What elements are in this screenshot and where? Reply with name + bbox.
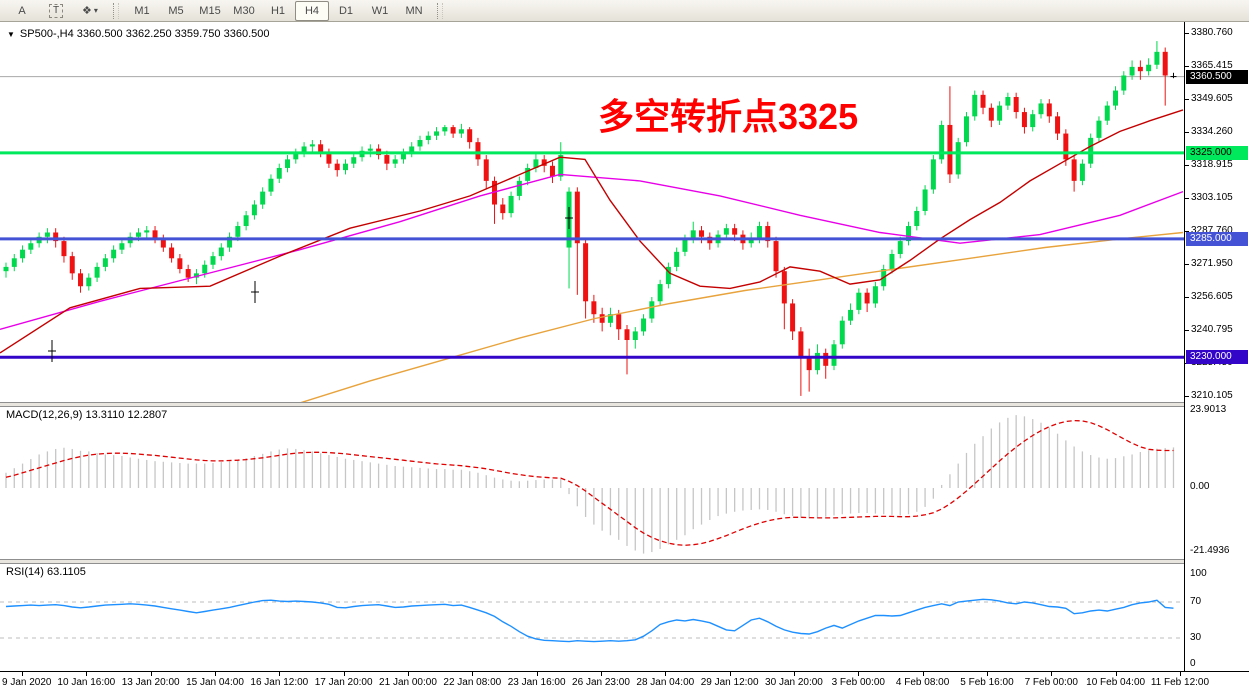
price-tick-mark bbox=[1185, 132, 1189, 133]
price-tick-label: 3271.950 bbox=[1191, 258, 1233, 269]
price-tick-mark bbox=[1185, 264, 1189, 265]
time-tick-mark bbox=[1115, 672, 1117, 676]
price-tick-label: 3210.105 bbox=[1191, 390, 1233, 401]
time-tick-label: 10 Feb 04:00 bbox=[1086, 677, 1146, 688]
price-tick-mark bbox=[1185, 66, 1189, 67]
time-tick-label: 29 Jan 12:00 bbox=[700, 677, 759, 688]
macd-scale-max: 23.9013 bbox=[1190, 404, 1227, 415]
time-tick-mark bbox=[407, 672, 409, 676]
time-tick-label: 15 Jan 04:00 bbox=[186, 677, 244, 688]
time-tick-label: 26 Jan 23:00 bbox=[572, 677, 630, 688]
symbol-dropdown-icon[interactable]: ▼ bbox=[7, 29, 15, 39]
timeframe-m15-button[interactable]: M15 bbox=[199, 4, 221, 17]
price-tick-mark bbox=[1185, 165, 1189, 166]
panel-separator[interactable] bbox=[0, 559, 1249, 564]
time-tick-mark bbox=[472, 672, 474, 676]
price-tick-label: 3365.415 bbox=[1191, 60, 1233, 71]
timeframe-h1-button[interactable]: H1 bbox=[270, 4, 286, 17]
time-axis[interactable]: 9 Jan 2020 10 Jan 16:00 13 Jan 20:00 15 Jan… bbox=[0, 671, 1249, 694]
time-tick-mark bbox=[279, 672, 281, 676]
time-tick-mark bbox=[86, 672, 88, 676]
time-tick-mark bbox=[1179, 672, 1181, 676]
toolbar: A T ❖ ▾ M1 M5 M15 M30 H1 H4 D1 W1 MN bbox=[0, 0, 1249, 22]
level-price-badge: 3285.000 bbox=[1186, 231, 1248, 246]
price-tick-label: 3287.760 bbox=[1191, 225, 1233, 236]
time-tick-mark bbox=[1051, 672, 1053, 676]
rsi-scale-0: 0 bbox=[1190, 658, 1196, 669]
time-tick-mark bbox=[922, 672, 924, 676]
time-tick-mark bbox=[22, 672, 23, 676]
macd-scale-zero: 0.00 bbox=[1190, 481, 1210, 492]
time-tick-mark bbox=[858, 672, 860, 676]
price-tick-label: 3240.795 bbox=[1191, 324, 1233, 335]
timeframe-d1-button[interactable]: D1 bbox=[338, 4, 354, 17]
timeframe-mn-button[interactable]: MN bbox=[405, 4, 423, 17]
arrow-objects-tool-button[interactable]: ❖ ▾ bbox=[82, 5, 98, 17]
price-tick-mark bbox=[1185, 330, 1189, 331]
time-tick-label: 16 Jan 12:00 bbox=[250, 677, 309, 688]
annotation-text[interactable]: 多空转折点3325 bbox=[598, 96, 859, 137]
time-tick-label: 30 Jan 20:00 bbox=[765, 677, 823, 688]
timeframe-w1-button[interactable]: W1 bbox=[371, 4, 389, 17]
price-tick-mark bbox=[1185, 33, 1189, 34]
price-tick-mark bbox=[1185, 297, 1189, 298]
rsi-scale-100: 100 bbox=[1190, 568, 1207, 579]
toolbar-separator bbox=[113, 2, 119, 19]
macd-label: MACD(12,26,9) 13.3110 12.2807 bbox=[6, 409, 168, 421]
time-tick-label: 28 Jan 04:00 bbox=[636, 677, 695, 688]
time-tick-label: 22 Jan 08:00 bbox=[443, 677, 502, 688]
time-tick-mark bbox=[986, 672, 988, 676]
price-tick-label: 3380.760 bbox=[1191, 27, 1233, 38]
panel-separator[interactable] bbox=[0, 402, 1249, 407]
time-tick-mark bbox=[793, 672, 795, 676]
time-tick-mark bbox=[600, 672, 602, 676]
timeframe-m5-button[interactable]: M5 bbox=[168, 4, 184, 17]
price-tick-mark bbox=[1185, 396, 1189, 397]
toolbar-separator bbox=[437, 2, 443, 19]
current-price-badge: 3360.500 bbox=[1186, 69, 1248, 84]
rsi-scale-30: 30 bbox=[1190, 632, 1202, 643]
time-tick-mark bbox=[536, 672, 538, 676]
time-tick-mark bbox=[665, 672, 667, 676]
time-tick-label: 7 Feb 00:00 bbox=[1024, 677, 1078, 688]
time-tick-label: 9 Jan 2020 bbox=[2, 677, 52, 688]
price-tick-mark bbox=[1185, 231, 1189, 232]
time-tick-label: 11 Feb 12:00 bbox=[1150, 677, 1210, 688]
time-tick-label: 3 Feb 00:00 bbox=[831, 677, 885, 688]
time-tick-label: 21 Jan 00:00 bbox=[379, 677, 437, 688]
price-tick-label: 3334.260 bbox=[1191, 126, 1233, 137]
price-tick-mark bbox=[1185, 99, 1189, 100]
price-tick-label: 3303.105 bbox=[1191, 192, 1233, 203]
rsi-scale-70: 70 bbox=[1190, 596, 1202, 607]
timeframe-h4-button[interactable]: H4 bbox=[295, 0, 329, 21]
time-tick-label: 5 Feb 16:00 bbox=[960, 677, 1014, 688]
macd-scale-min: -21.4936 bbox=[1190, 545, 1230, 556]
rsi-label: RSI(14) 63.1105 bbox=[6, 566, 86, 578]
level-price-badge: 3230.000 bbox=[1186, 350, 1248, 365]
timeframe-m30-button[interactable]: M30 bbox=[233, 4, 255, 17]
price-tick-label: 3349.605 bbox=[1191, 93, 1233, 104]
time-tick-label: 13 Jan 20:00 bbox=[121, 677, 180, 688]
time-tick-mark bbox=[729, 672, 731, 676]
timeframe-m1-button[interactable]: M1 bbox=[134, 4, 150, 17]
dropdown-caret-icon[interactable]: ▾ bbox=[93, 6, 98, 15]
time-tick-label: 10 Jan 16:00 bbox=[57, 677, 116, 688]
price-axis[interactable]: 3380.760 3365.415 3349.605 3334.260 3318.915… bbox=[1184, 22, 1249, 671]
chart-title: ▼ SP500-,H4 3360.500 3362.250 3359.750 3… bbox=[7, 28, 269, 40]
symbol-ohlc-text: SP500-,H4 3360.500 3362.250 3359.750 336… bbox=[19, 28, 270, 40]
time-tick-mark bbox=[150, 672, 152, 676]
time-tick-label: 4 Feb 08:00 bbox=[895, 677, 950, 688]
text-label-tool-button[interactable]: A bbox=[18, 4, 26, 17]
time-tick-label: 23 Jan 16:00 bbox=[507, 677, 566, 688]
price-tick-label: 3318.915 bbox=[1191, 159, 1233, 170]
price-tick-mark bbox=[1185, 198, 1189, 199]
time-tick-mark bbox=[343, 672, 345, 676]
level-price-badge: 3325.000 bbox=[1186, 145, 1248, 160]
text-box-tool-button[interactable]: T bbox=[39, 1, 73, 21]
time-tick-label: 17 Jan 20:00 bbox=[314, 677, 373, 688]
time-tick-mark bbox=[214, 672, 216, 676]
price-tick-label: 3256.605 bbox=[1191, 291, 1233, 302]
